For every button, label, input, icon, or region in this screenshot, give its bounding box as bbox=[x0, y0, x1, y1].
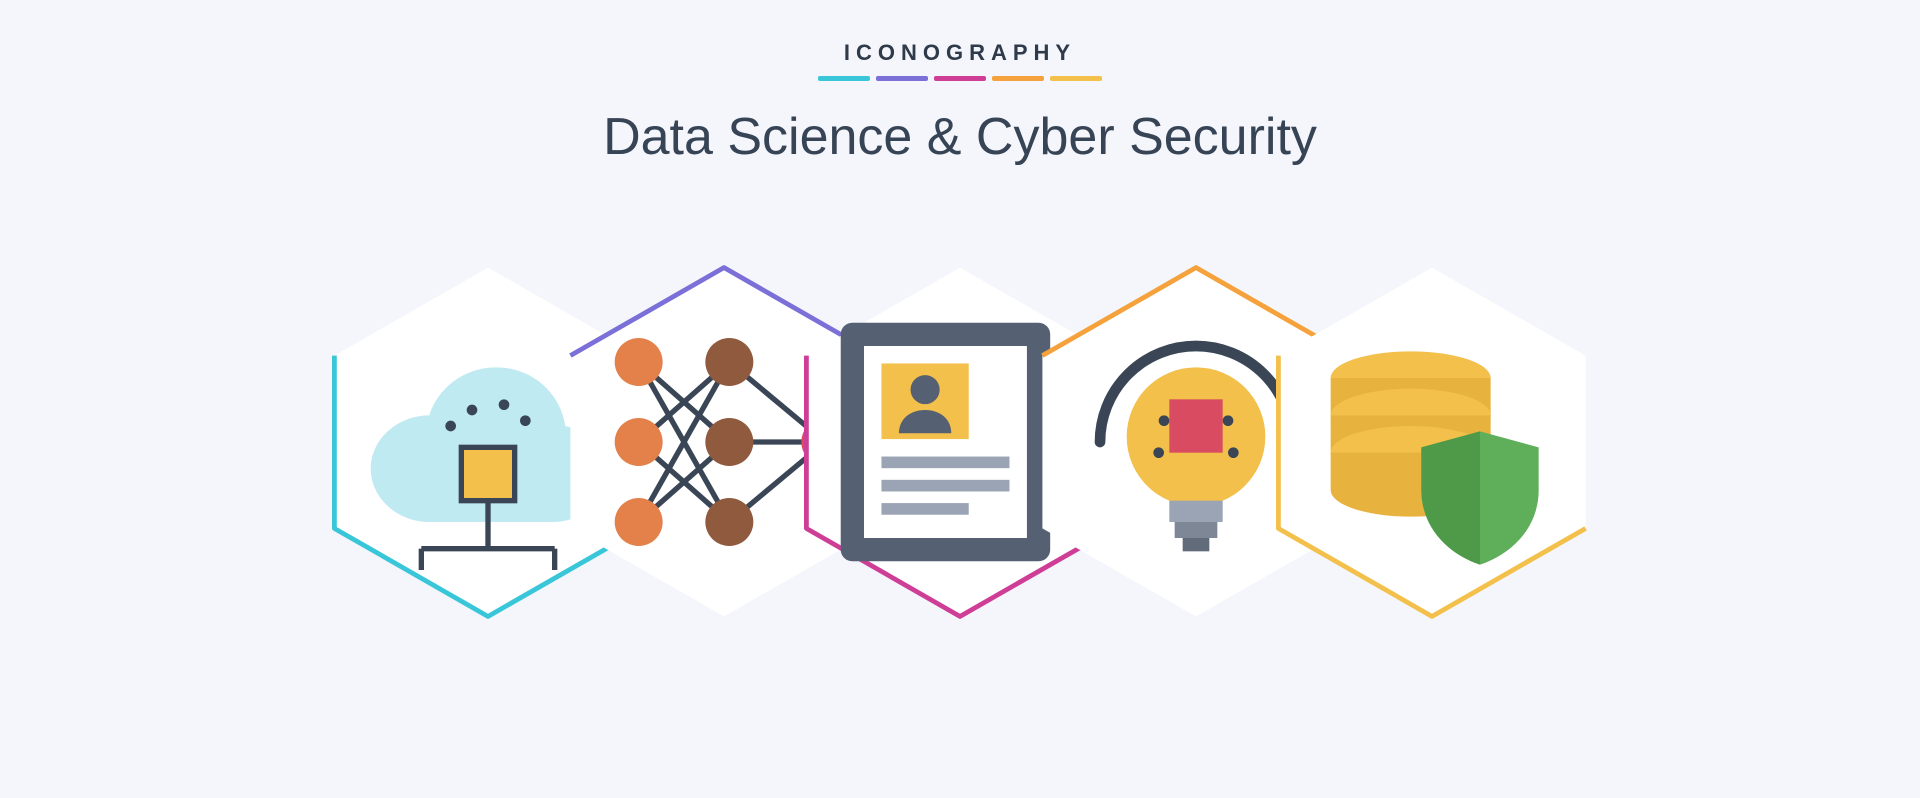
icon-pack-row bbox=[370, 257, 1550, 627]
hex-tile bbox=[1272, 257, 1592, 627]
data-shield-icon bbox=[1272, 257, 1592, 627]
brand-label: ICONOGRAPHY bbox=[603, 40, 1317, 66]
brand-underline bbox=[603, 76, 1317, 81]
page-title: Data Science & Cyber Security bbox=[603, 107, 1317, 167]
